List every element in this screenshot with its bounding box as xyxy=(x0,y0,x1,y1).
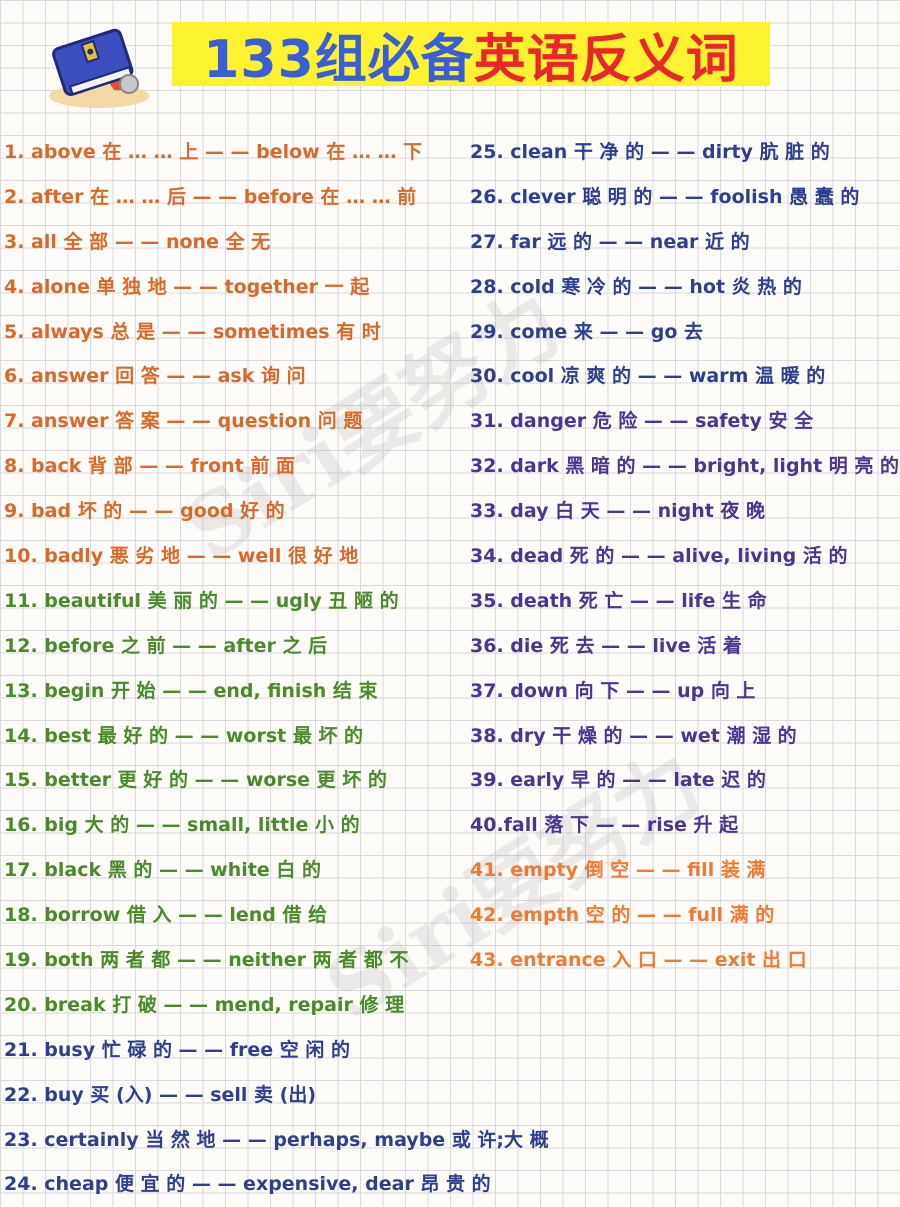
antonym-entry: 4. alone 单 独 地 — — together 一 起 xyxy=(4,275,370,298)
antonym-entry: 33. day 白 天 — — night 夜 晚 xyxy=(470,500,766,523)
antonym-entry: 26. clever 聪 明 的 — — foolish 愚 蠢 的 xyxy=(470,185,860,208)
title-part-2: 英语反义词 xyxy=(473,29,739,90)
antonym-entry: 19. both 两 者 都 — — neither 两 者 都 不 xyxy=(4,949,409,972)
antonym-entry: 17. black 黑 的 — — white 白 的 xyxy=(4,859,321,882)
antonym-entry: 12. before 之 前 — — after 之 后 xyxy=(4,634,328,657)
antonym-entry: 15. better 更 好 的 — — worse 更 坏 的 xyxy=(4,769,387,792)
antonym-entry: 6. answer 回 答 — — ask 询 问 xyxy=(4,365,306,388)
antonym-entry: 18. borrow 借 入 — — lend 借 给 xyxy=(4,904,328,927)
antonym-entry: 42. empth 空 的 — — full 满 的 xyxy=(470,904,775,927)
antonym-entry: 9. bad 坏 的 — — good 好 的 xyxy=(4,500,285,523)
antonym-entry: 32. dark 黑 暗 的 — — bright, light 明 亮 的 xyxy=(470,455,899,478)
header: 133组必备 英语反义词 xyxy=(0,0,900,110)
antonym-entry: 16. big 大 的 — — small, little 小 的 xyxy=(4,814,360,837)
antonym-entry: 25. clean 干 净 的 — — dirty 肮 脏 的 xyxy=(470,141,830,163)
antonym-entry: 14. best 最 好 的 — — worst 最 坏 的 xyxy=(4,724,364,747)
antonym-entry: 40.fall 落 下 — — rise 升 起 xyxy=(470,814,739,837)
antonym-entry: 11. beautiful 美 丽 的 — — ugly 丑 陋 的 xyxy=(4,589,399,612)
antonym-entry: 27. far 远 的 — — near 近 的 xyxy=(470,230,750,253)
antonym-entry: 10. badly 悪 劣 地 — — well 很 好 地 xyxy=(4,545,359,568)
antonym-entry: 8. back 背 部 — — front 前 面 xyxy=(4,455,295,478)
antonym-entry: 7. answer 答 案 — — question 问 题 xyxy=(4,410,363,433)
antonym-entry: 38. dry 干 燥 的 — — wet 潮 湿 的 xyxy=(470,724,797,747)
antonym-entry: 20. break 打 破 — — mend, repair 修 理 xyxy=(4,993,405,1016)
antonym-entry: 36. die 死 去 — — live 活 着 xyxy=(470,634,742,657)
antonym-entry: 23. certainly 当 然 地 — — perhaps, maybe 或… xyxy=(4,1128,549,1151)
antonym-entry: 21. busy 忙 碌 的 — — free 空 闲 的 xyxy=(4,1038,351,1061)
antonym-entry: 31. danger 危 险 — — safety 安 全 xyxy=(470,410,814,433)
antonym-entry: 34. dead 死 的 — — alive, living 活 的 xyxy=(470,545,848,568)
antonym-entry: 3. all 全 部 — — none 全 无 xyxy=(4,230,271,253)
antonym-entry: 37. down 向 下 — — up 向 上 xyxy=(470,679,756,702)
antonym-entry: 29. come 来 — — go 去 xyxy=(470,320,704,343)
page-title: 133组必备 英语反义词 xyxy=(172,22,770,90)
antonym-entry: 13. begin 开 始 — — end, finish 结 束 xyxy=(4,679,378,702)
antonym-entry: 5. always 总 是 — — sometimes 有 时 xyxy=(4,320,381,343)
antonym-entry: 35. death 死 亡 — — life 生 命 xyxy=(470,589,767,612)
antonym-entry: 43. entrance 入 口 — — exit 出 口 xyxy=(470,949,807,972)
antonym-entry: 41. empty 倒 空 — — fill 装 满 xyxy=(470,859,766,882)
antonym-entry: 39. early 早 的 — — late 迟 的 xyxy=(470,769,766,792)
antonym-entry: 22. buy 买 (入) — — sell 卖 (出) xyxy=(4,1083,317,1106)
antonym-entry: 1. above 在 … … 上 — — below 在 … … 下 xyxy=(4,141,423,163)
antonym-entry: 24. cheap 便 宜 的 — — expensive, dear 昂 贵 … xyxy=(4,1173,491,1196)
title-part-1: 133组必备 xyxy=(203,29,474,90)
book-icon xyxy=(49,28,149,108)
antonym-entry: 30. cool 凉 爽 的 — — warm 温 暖 的 xyxy=(470,365,826,388)
antonym-entry: 2. after 在 … … 后 — — before 在 … … 前 xyxy=(4,185,417,208)
antonym-list-left: 1. above 在 … … 上 — — below 在 … … 下 2. aft… xyxy=(4,130,549,1207)
antonym-list-right: 25. clean 干 净 的 — — dirty 肮 脏 的 26. cleve… xyxy=(470,130,900,983)
antonym-entry: 28. cold 寒 冷 的 — — hot 炎 热 的 xyxy=(470,275,802,298)
